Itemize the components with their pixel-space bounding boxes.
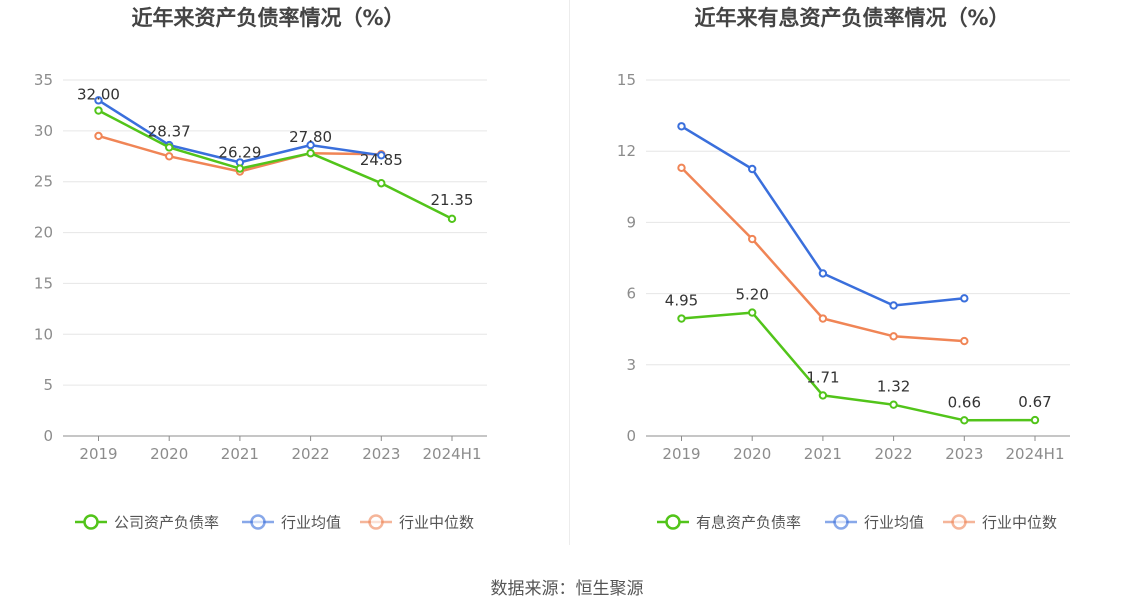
data-point-company xyxy=(818,391,828,400)
data-point-average xyxy=(306,140,315,150)
data-point-average xyxy=(960,294,969,303)
data-label: 1.71 xyxy=(806,368,839,386)
x-tick-label: 2021 xyxy=(221,445,259,463)
data-point-median xyxy=(960,336,969,346)
data-point-median xyxy=(94,131,103,141)
chart-title: 近年来有息资产负债率情况（%） xyxy=(694,6,1009,30)
data-point-company xyxy=(165,143,174,152)
data-label: 0.66 xyxy=(948,393,981,411)
x-tick-label: 2020 xyxy=(150,445,188,463)
legend-swatch-marker xyxy=(833,514,849,530)
x-tick-label: 2024H1 xyxy=(1006,445,1065,463)
legend-swatch-marker xyxy=(368,514,384,530)
legend-label: 行业中位数 xyxy=(982,514,1057,532)
data-point-average xyxy=(677,122,686,131)
series-line-average xyxy=(680,125,965,307)
legend-item-median: 行业中位数 xyxy=(943,514,1057,532)
x-tick-label: 2019 xyxy=(79,445,117,463)
data-label: 32.00 xyxy=(77,86,120,104)
data-label: 1.32 xyxy=(877,378,910,396)
y-tick-label: 12 xyxy=(617,142,636,160)
y-tick-label: 3 xyxy=(626,356,636,374)
y-tick-label: 35 xyxy=(34,71,53,89)
data-label: 24.85 xyxy=(360,151,403,169)
data-point-median xyxy=(165,152,174,161)
y-tick-label: 6 xyxy=(626,285,636,303)
legend-swatch-marker xyxy=(250,514,266,530)
y-tick-label: 0 xyxy=(626,427,636,445)
data-point-average xyxy=(94,96,103,105)
data-source-note: 数据来源：恒生聚源 xyxy=(490,579,644,599)
data-point-median xyxy=(677,163,686,173)
x-tick-label: 2022 xyxy=(292,445,330,463)
data-point-average xyxy=(889,301,898,310)
series-line-company xyxy=(681,311,1036,422)
data-point-company xyxy=(306,149,315,158)
data-point-company xyxy=(235,164,245,173)
data-point-company xyxy=(1030,415,1040,425)
y-tick-label: 25 xyxy=(34,173,53,191)
chart-title: 近年来资产负债率情况（%） xyxy=(131,6,404,30)
data-point-average xyxy=(377,151,386,160)
legend-item-average: 行业均值 xyxy=(242,514,341,532)
legend-swatch-marker xyxy=(951,514,967,530)
data-label: 0.67 xyxy=(1018,393,1051,411)
x-tick-label: 2021 xyxy=(804,445,842,463)
data-label: 21.35 xyxy=(431,191,474,209)
y-tick-label: 15 xyxy=(34,274,53,292)
data-point-median xyxy=(889,332,898,341)
y-tick-label: 0 xyxy=(43,427,53,445)
y-tick-label: 30 xyxy=(34,122,53,140)
legend-item-average: 行业均值 xyxy=(825,514,924,532)
data-point-median xyxy=(818,314,828,323)
x-tick-label: 2022 xyxy=(875,445,913,463)
data-point-company xyxy=(748,308,757,317)
x-tick-label: 2023 xyxy=(362,445,400,463)
chart-divider xyxy=(569,0,570,545)
data-point-company xyxy=(94,106,103,115)
x-tick-label: 2020 xyxy=(733,445,771,463)
legend-item-company: 公司资产负债率 xyxy=(75,514,219,532)
data-point-company xyxy=(960,416,969,425)
data-label: 26.29 xyxy=(218,144,261,162)
legend-swatch-marker xyxy=(665,514,681,530)
legend-swatch-marker xyxy=(83,514,99,530)
y-tick-label: 20 xyxy=(34,224,53,242)
legend-label: 行业均值 xyxy=(864,514,924,532)
data-label: 5.20 xyxy=(735,286,768,304)
legend-item-median: 行业中位数 xyxy=(360,514,474,532)
y-tick-label: 15 xyxy=(617,71,636,89)
legend-label: 有息资产负债率 xyxy=(696,514,801,532)
legend-label: 行业均值 xyxy=(281,514,341,532)
x-tick-label: 2019 xyxy=(662,445,700,463)
chart-2: 近年来有息资产负债率情况（%） 0 3 6 9 12 15 2019 2020 2021 2022 2… xyxy=(617,6,1070,532)
data-point-median xyxy=(748,234,757,244)
y-tick-label: 5 xyxy=(43,376,53,394)
data-point-average xyxy=(748,164,757,174)
series-line-company xyxy=(97,109,453,220)
legend-item-company: 有息资产负债率 xyxy=(657,514,801,532)
legend-label: 行业中位数 xyxy=(399,514,474,532)
y-tick-label: 9 xyxy=(626,213,636,231)
legend-label: 公司资产负债率 xyxy=(114,514,219,532)
data-point-company xyxy=(889,400,898,409)
data-label: 28.37 xyxy=(148,122,191,140)
y-tick-label: 10 xyxy=(34,325,53,343)
data-point-company xyxy=(677,314,686,323)
data-label: 27.80 xyxy=(289,128,332,146)
x-tick-label: 2024H1 xyxy=(423,445,482,463)
chart-1: 近年来资产负债率情况（%） 0 5 10 15 20 25 30 35 2019 2020 2021 2… xyxy=(34,6,487,532)
data-point-average xyxy=(818,269,828,278)
data-label: 4.95 xyxy=(665,292,698,310)
data-point-company xyxy=(377,179,386,188)
data-point-company xyxy=(447,214,457,224)
x-tick-label: 2023 xyxy=(945,445,983,463)
